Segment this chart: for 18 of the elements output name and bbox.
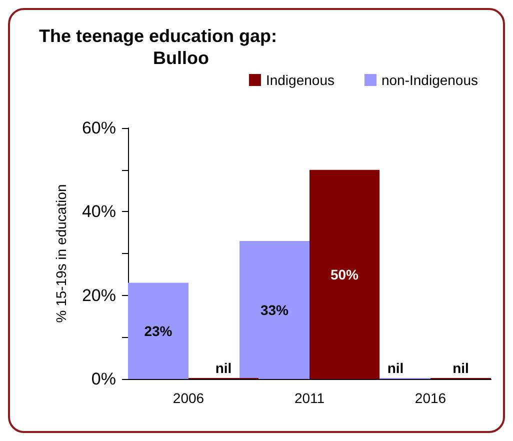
data-label: nil [387,360,404,376]
data-label: 23% [144,322,173,339]
data-label: nil [215,360,232,376]
y-tick-label: 60% [82,118,116,138]
chart-title: The teenage education gap: [39,26,278,46]
x-tick-label: 2006 [172,390,204,406]
x-tick-label: 2016 [414,390,446,406]
y-tick-label: 20% [82,286,116,305]
chart-subtitle: Bulloo [153,48,209,68]
data-label: nil [452,360,469,376]
data-label: 33% [260,302,290,318]
x-tick-label: 2011 [294,390,325,406]
y-tick-label: 0% [91,370,116,388]
y-axis-title: % 15-19s in education [53,184,69,323]
legend-label: non-Indigenous [381,72,478,88]
data-label: 50% [330,266,360,282]
y-tick-label: 40% [82,202,116,222]
legend-label: Indigenous [266,72,334,88]
